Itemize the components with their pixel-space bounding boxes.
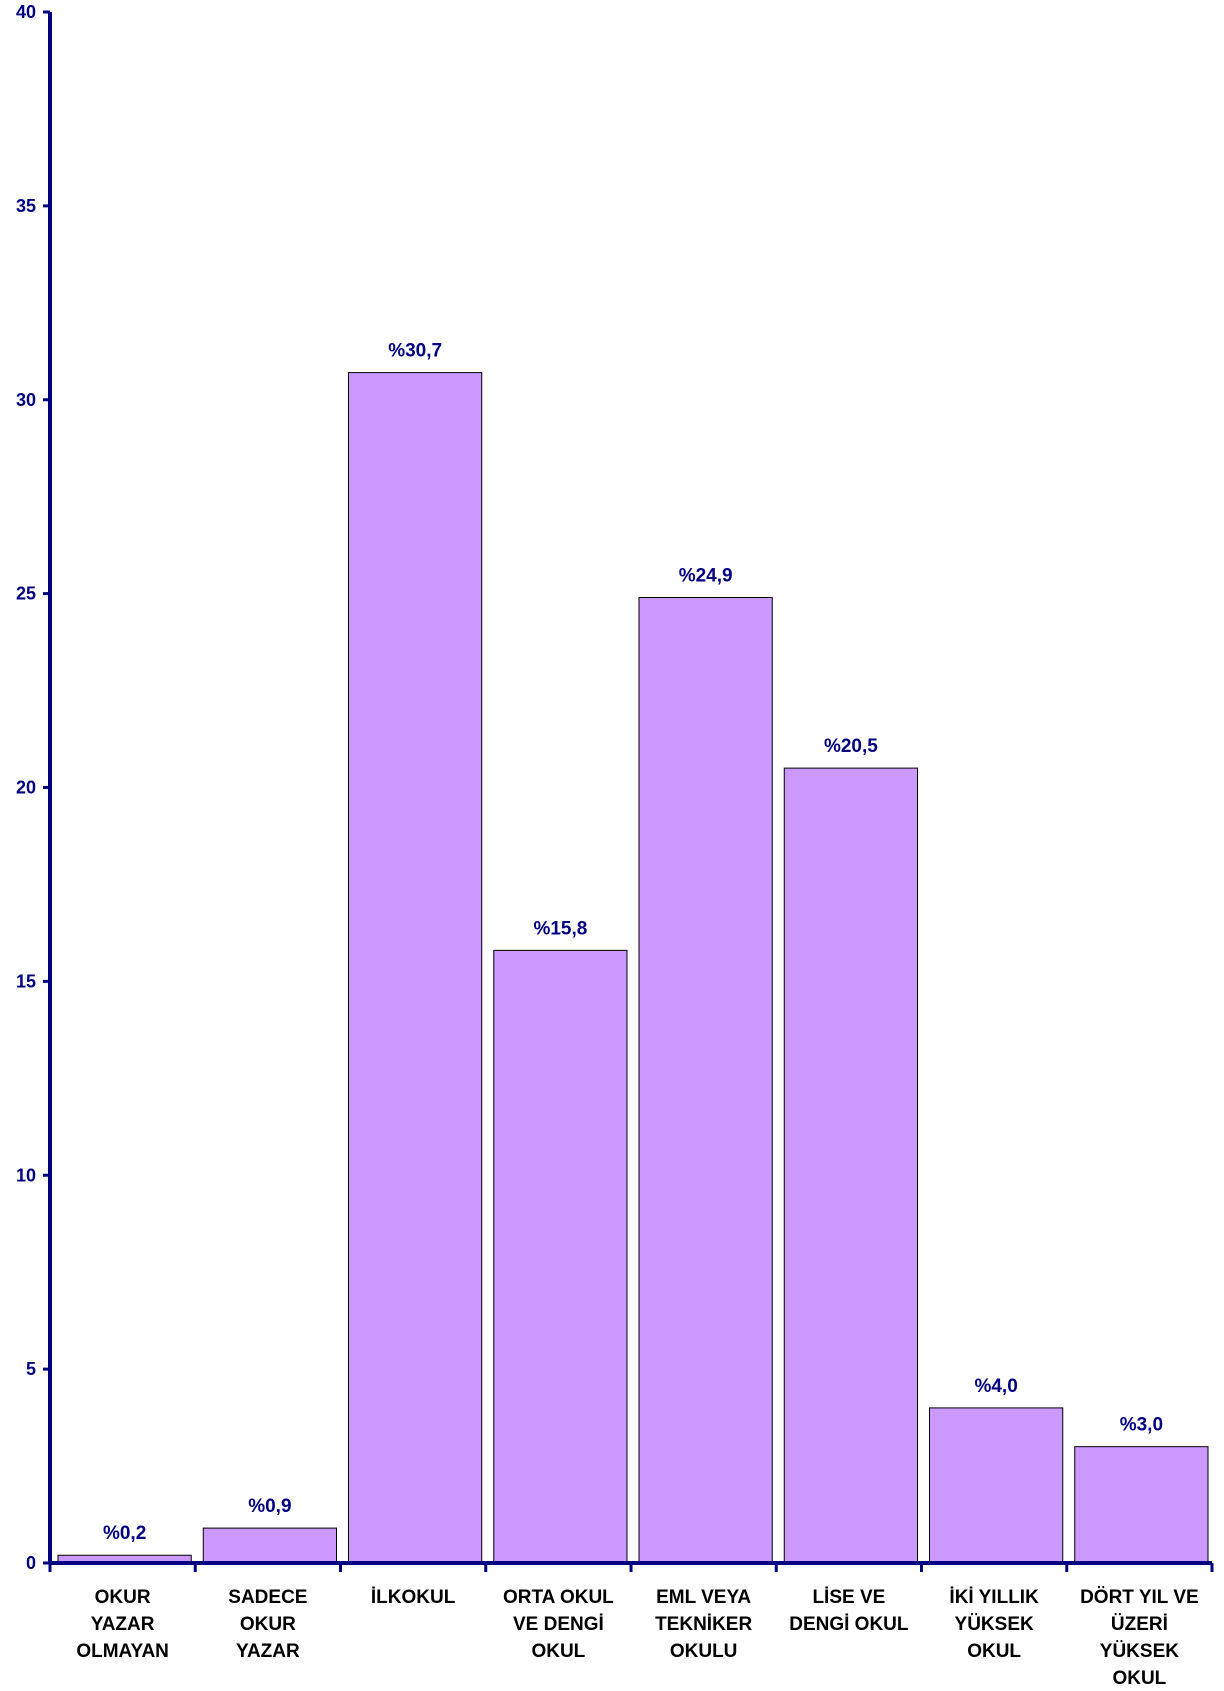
y-tick-label: 40: [16, 2, 36, 22]
bar: [783, 767, 918, 1564]
x-category-label-line: YAZAR: [236, 1641, 300, 1662]
x-category-label-line: SADECE: [228, 1587, 307, 1608]
data-label: %15,8: [533, 918, 587, 939]
bar: [202, 1527, 337, 1564]
x-category-label: DÖRT YIL VE ÜZERİ YÜKSEK OKUL: [1080, 1587, 1199, 1686]
labels-layer: %0,2 %0,9 %30,7 %15,8 %24,9 %20,5 %4,0 %3,0 OKUR…: [76, 341, 1199, 1689]
data-label: %0,9: [248, 1496, 291, 1517]
x-category-label: İKİ YILLIK YÜKSEK OKUL: [949, 1587, 1039, 1662]
x-category-label-line: YÜKSEK: [1100, 1641, 1179, 1662]
x-category-label-line: İKİ YILLIK: [949, 1587, 1039, 1608]
x-category-label-line: DÖRT YIL VE: [1080, 1587, 1199, 1608]
bar: [493, 949, 628, 1564]
data-label: %4,0: [974, 1376, 1017, 1397]
x-category-label-line: OKUL: [967, 1641, 1021, 1662]
data-label: %3,0: [1120, 1415, 1163, 1436]
bars-layer: [57, 372, 1209, 1564]
x-category-label-line: DENGİ OKUL: [789, 1614, 909, 1635]
x-category-label-line: ORTA OKUL: [503, 1587, 614, 1608]
y-tick-label: 5: [26, 1359, 36, 1379]
x-category-label-line: EML VEYA: [656, 1587, 751, 1608]
axis-layer: 0 5 10 15 20 25 30 35 40: [16, 2, 1214, 1573]
x-category-label-line: LİSE VE: [812, 1587, 885, 1608]
data-label: %20,5: [824, 736, 878, 757]
bar: [1074, 1446, 1209, 1564]
x-category-label-line: YÜKSEK: [955, 1614, 1034, 1635]
x-category-label-line: YAZAR: [91, 1614, 155, 1635]
x-category-label-line: OLMAYAN: [76, 1641, 169, 1662]
y-tick-label: 15: [16, 971, 36, 991]
x-category-label-line: OKUR: [240, 1614, 296, 1635]
bar: [348, 372, 483, 1564]
data-label: %30,7: [388, 341, 442, 362]
x-category-label-line: OKUL: [531, 1641, 585, 1662]
x-category-label: ORTA OKUL VE DENGİ OKUL: [503, 1587, 614, 1662]
y-tick-label: 25: [16, 584, 36, 604]
x-category-label-line: TEKNİKER: [655, 1614, 752, 1635]
y-tick-label: 20: [16, 778, 36, 798]
x-category-label: İLKOKUL: [371, 1587, 456, 1608]
data-label: %24,9: [679, 566, 733, 587]
x-category-label: OKUR YAZAR OLMAYAN: [76, 1587, 169, 1662]
y-tick-label: 10: [16, 1165, 36, 1185]
x-category-label: LİSE VE DENGİ OKUL: [789, 1587, 909, 1635]
x-category-label: SADECE OKUR YAZAR: [228, 1587, 307, 1662]
data-label: %0,2: [103, 1523, 146, 1544]
y-tick-label: 0: [26, 1553, 36, 1573]
bar: [638, 597, 773, 1564]
y-tick-label: 35: [16, 196, 36, 216]
x-category-label-line: VE DENGİ: [513, 1614, 604, 1635]
x-category-label-line: ÜZERİ: [1111, 1614, 1168, 1635]
y-tick-label: 30: [16, 390, 36, 410]
x-category-label-line: OKUL: [1112, 1668, 1166, 1686]
x-category-label-line: OKULU: [670, 1641, 738, 1662]
x-category-label: EML VEYA TEKNİKER OKULU: [655, 1587, 752, 1662]
x-category-label-line: İLKOKUL: [371, 1587, 456, 1608]
bar: [929, 1407, 1064, 1564]
x-category-label-line: OKUR: [95, 1587, 151, 1608]
